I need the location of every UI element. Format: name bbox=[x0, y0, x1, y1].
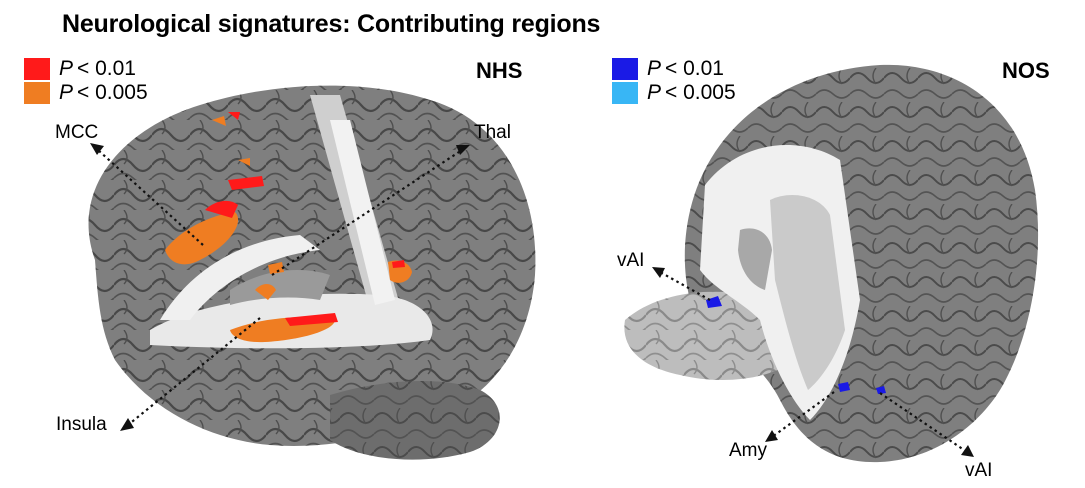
legend-p-symbol: P bbox=[59, 57, 74, 80]
region-label-insula: Insula bbox=[56, 414, 107, 435]
legend-threshold: < 0.005 bbox=[665, 81, 736, 104]
thal-leader bbox=[271, 149, 463, 276]
insula-arrowhead bbox=[120, 418, 134, 431]
legend-threshold: < 0.01 bbox=[77, 57, 136, 80]
amy-leader bbox=[771, 391, 835, 438]
nos-panel-label: NOS bbox=[1002, 58, 1050, 83]
vai-bottom-arrowhead bbox=[961, 445, 974, 457]
legend-p-symbol: P bbox=[59, 81, 74, 104]
insula-leader bbox=[127, 317, 261, 426]
leader-arrowheads bbox=[90, 143, 974, 457]
nos-legend-row: P < 0.01 bbox=[612, 57, 736, 81]
mcc-arrowhead bbox=[90, 143, 104, 155]
legend-p-symbol: P bbox=[647, 57, 662, 80]
region-label-mcc: MCC bbox=[55, 122, 99, 143]
nhs-panel-label: NHS bbox=[476, 58, 523, 83]
nos-brain bbox=[624, 64, 1039, 463]
nhs-brain bbox=[88, 85, 536, 460]
region-label-vai-bottom: vAI bbox=[965, 460, 993, 481]
nos-legend: P < 0.01 P < 0.005 bbox=[612, 57, 736, 105]
thal-arrowhead bbox=[456, 145, 470, 155]
nhs-swatch-red bbox=[24, 58, 50, 80]
figure-title: Neurological signatures: Contributing re… bbox=[62, 10, 601, 38]
amy-arrowhead bbox=[765, 430, 778, 442]
region-label-vai-top: vAI bbox=[617, 250, 645, 271]
region-label-amy: Amy bbox=[729, 440, 767, 461]
vai-top-arrowhead bbox=[652, 267, 665, 278]
leader-lines bbox=[97, 149, 968, 453]
legend-threshold: < 0.01 bbox=[665, 57, 724, 80]
nos-swatch-blue bbox=[612, 58, 638, 80]
nos-swatch-lightblue bbox=[612, 82, 638, 104]
nhs-swatch-orange bbox=[24, 82, 50, 104]
legend-p-symbol: P bbox=[647, 81, 662, 104]
nhs-legend-row: P < 0.005 bbox=[24, 81, 148, 105]
nhs-legend-row: P < 0.01 bbox=[24, 57, 148, 81]
nos-legend-row: P < 0.005 bbox=[612, 81, 736, 105]
region-label-thal: Thal bbox=[474, 122, 511, 143]
nhs-legend: P < 0.01 P < 0.005 bbox=[24, 57, 148, 105]
legend-threshold: < 0.005 bbox=[77, 81, 148, 104]
